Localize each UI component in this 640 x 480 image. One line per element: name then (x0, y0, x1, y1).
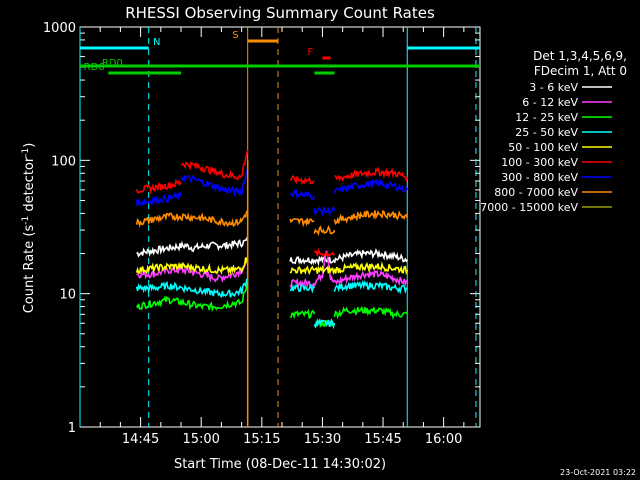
series-line (289, 217, 315, 228)
series-line (313, 318, 336, 330)
series-line (333, 279, 408, 295)
y-axis-label-sup: -1 (21, 148, 31, 157)
legend-entry-label: 800 - 7000 keV (494, 186, 578, 199)
y-axis-label-part: detector (22, 156, 37, 216)
flag-label-f: F (307, 47, 313, 58)
plot-axes: 1 10 100 1000 14:45 15:00 15:15 15:30 15:45 16:00 (43, 21, 481, 447)
series-line (333, 209, 409, 226)
series-line (135, 210, 249, 228)
legend-entry-label: 300 - 800 keV (501, 171, 578, 184)
y-axis-label-part: ) (22, 143, 37, 148)
series-line (313, 205, 336, 217)
flag-label-s: S (232, 30, 238, 41)
series-line (135, 256, 249, 276)
series-line (313, 224, 336, 237)
legend-entry-label: 3 - 6 keV (529, 81, 578, 94)
series-line (313, 247, 336, 259)
series-line (136, 260, 249, 283)
series-line (135, 282, 249, 313)
x-tick-label: 15:45 (364, 432, 401, 447)
series-line (289, 308, 316, 320)
series-line (136, 236, 249, 258)
series-line (180, 169, 249, 198)
legend-header-line: Det 1,3,4,5,6,9, (533, 49, 627, 63)
legend: Det 1,3,4,5,6,9, FDecim 1, Att 0 3 - 6 k… (480, 49, 627, 214)
x-axis-label: Start Time (08-Dec-11 14:30:02) (174, 457, 386, 472)
legend-entry-label: 50 - 100 keV (508, 141, 578, 154)
series-line (289, 283, 315, 294)
legend-entry-label: 7000 - 15000 keV (480, 201, 578, 214)
series-line (333, 177, 409, 194)
x-tick-label: 15:30 (304, 432, 341, 447)
y-tick-label: 10 (59, 288, 76, 303)
x-tick-label: 15:15 (243, 432, 280, 447)
series-line (135, 191, 182, 207)
series-line (333, 247, 408, 264)
data-series (135, 149, 409, 427)
series-line (334, 166, 409, 183)
series-line (313, 318, 336, 329)
legend-entry-label: 100 - 300 keV (501, 156, 578, 169)
y-axis-label-sup: -1 (21, 216, 31, 225)
flag-label-rd6: RD6 (84, 62, 105, 73)
legend-entry-label: 25 - 50 keV (515, 126, 578, 139)
series-line (289, 256, 316, 266)
timestamp: 23-Oct-2021 03:22 (560, 468, 636, 477)
legend-header-line: FDecim 1, Att 0 (534, 64, 627, 78)
series-line (289, 188, 316, 200)
series-line (180, 149, 249, 181)
flag-label-n: N (153, 37, 160, 48)
series-line (135, 178, 182, 195)
series-line (313, 264, 336, 275)
x-tick-label: 15:00 (182, 432, 219, 447)
y-axis-label-part: Count Rate (s (22, 225, 37, 314)
series-line (289, 265, 315, 276)
y-tick-label: 1 (68, 421, 76, 436)
series-line (313, 250, 409, 288)
x-tick-label: 14:45 (122, 432, 159, 447)
y-axis-label: Count Rate (s-1 detector-1) (21, 143, 37, 314)
series-line (289, 174, 315, 186)
chart-title: RHESSI Observing Summary Count Rates (125, 4, 435, 22)
legend-entry-label: 12 - 25 keV (515, 111, 578, 124)
y-tick-label: 1000 (43, 21, 76, 36)
flag-label-rd0: RD0 (102, 58, 123, 69)
y-tick-label: 100 (51, 154, 76, 169)
vertical-lines (79, 27, 477, 427)
x-tick-label: 16:00 (425, 432, 462, 447)
series-line (333, 305, 408, 320)
series-line (135, 277, 249, 299)
plot-frame (79, 26, 481, 428)
series-line (333, 261, 409, 276)
legend-entry-label: 6 - 12 keV (522, 96, 578, 109)
